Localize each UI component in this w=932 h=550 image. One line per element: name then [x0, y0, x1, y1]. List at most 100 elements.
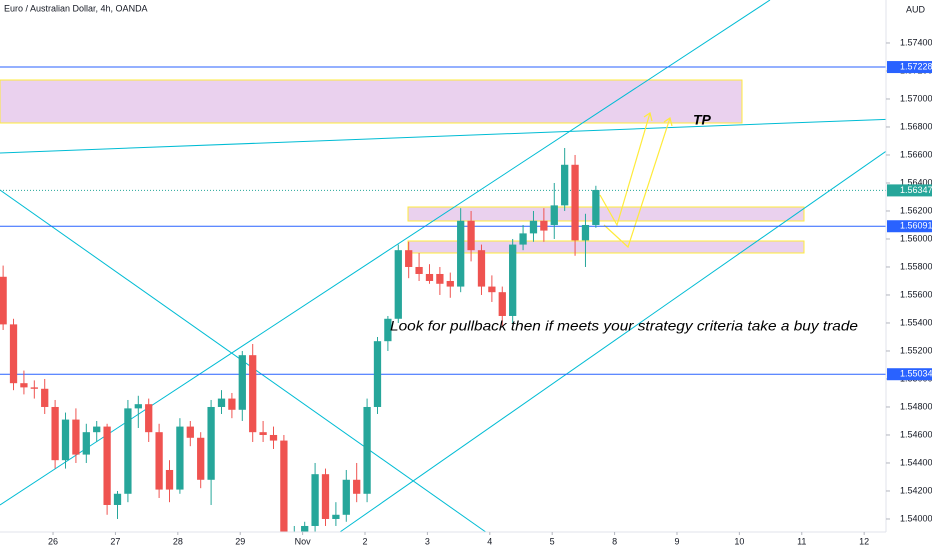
x-tick-label: 5	[550, 536, 555, 546]
candle-body	[373, 341, 382, 407]
candle-body	[176, 426, 184, 490]
candle-body	[207, 406, 215, 480]
candle-body	[477, 250, 486, 287]
price-axis	[886, 0, 932, 550]
candle-body	[509, 244, 517, 316]
y-tick-label: 1.57400	[900, 37, 932, 47]
candle-body	[353, 479, 361, 494]
y-tick-label: 1.55600	[900, 289, 932, 299]
candle-body	[238, 355, 246, 410]
x-tick-label: 9	[674, 536, 679, 546]
annotation: Look for pullback then if meets your str…	[390, 318, 858, 334]
candle-body	[197, 437, 205, 480]
candle-body	[498, 292, 506, 316]
candle-body	[540, 220, 548, 231]
drawings	[0, 0, 896, 536]
x-tick-label: 12	[859, 536, 869, 546]
y-tick-label: 1.55200	[900, 345, 932, 355]
candle-body	[280, 440, 288, 540]
x-tick-label: 8	[612, 536, 617, 546]
candle-body	[436, 273, 444, 284]
annotation: TP	[693, 112, 712, 128]
candle-body	[342, 479, 350, 515]
candle-body	[529, 220, 538, 234]
price-label-box	[887, 220, 932, 233]
x-tick-label: 11	[797, 536, 806, 546]
candle-body	[72, 419, 80, 455]
candle-body	[332, 514, 340, 519]
x-tick-label: 28	[173, 536, 183, 546]
candle-body	[93, 426, 101, 433]
candle-body	[321, 474, 330, 519]
path-arrow	[603, 117, 671, 249]
y-tick-label: 1.54400	[900, 457, 932, 467]
candle-body	[550, 205, 558, 225]
price-label: 1.55034	[900, 369, 932, 379]
trend-line	[0, 118, 896, 154]
y-tick-label: 1.54000	[900, 513, 932, 523]
price-label-box	[887, 368, 932, 381]
currency: AUD	[906, 4, 926, 14]
candle-body	[425, 273, 434, 281]
y-tick-label: 1.54200	[900, 485, 932, 495]
candle-body	[394, 250, 402, 319]
price-label: 1.56091	[900, 221, 932, 231]
y-tick-label: 1.57000	[900, 93, 932, 103]
time-axis	[0, 532, 886, 550]
path-arrow	[599, 112, 651, 227]
arrow-head	[643, 112, 653, 122]
y-tick-label: 1.56000	[900, 233, 932, 243]
axis-labels: 1.54000 1.54200 1.54400 1.54600 1.54800 1.550…	[48, 37, 932, 546]
chart-title: Euro / Australian Dollar, 4h, OANDA	[4, 3, 148, 13]
x-tick-label: Nov	[295, 536, 312, 546]
y-tick-label: 1.56200	[900, 205, 932, 215]
candle-body	[581, 224, 590, 241]
candle-body	[384, 318, 392, 342]
candle-body	[571, 164, 579, 241]
candle-body	[446, 280, 454, 287]
candle-body	[592, 189, 600, 225]
candle-body	[269, 434, 278, 441]
x-tick-label: 2	[362, 536, 367, 546]
candle-body	[155, 432, 163, 490]
price-label: 1.56347	[900, 185, 932, 195]
candle-body	[0, 276, 7, 325]
candle-body	[415, 266, 423, 274]
y-tick-label: 1.56400	[900, 177, 932, 187]
candle-body	[82, 432, 90, 455]
y-tick-label: 1.54800	[900, 401, 932, 411]
y-tick-label: 1.54600	[900, 429, 932, 439]
price-lines	[0, 66, 886, 375]
x-tick-label: 4	[487, 536, 492, 546]
candle-body	[259, 432, 267, 435]
y-tick-label: 1.55800	[900, 261, 932, 271]
candle-body	[301, 525, 309, 533]
y-tick-label: 1.56800	[900, 121, 932, 131]
candle-body	[41, 388, 49, 407]
candle-body	[145, 404, 153, 433]
tp-zone	[0, 79, 743, 124]
candle-body	[467, 220, 475, 251]
candle-body	[405, 250, 413, 267]
candle-body	[519, 233, 527, 245]
candle-body	[51, 406, 59, 461]
candle-body	[249, 355, 257, 433]
support-zone	[407, 240, 805, 254]
candle-body	[61, 419, 70, 461]
arrow-head	[663, 117, 673, 127]
candle-body	[217, 398, 226, 407]
price-label: 1.57228	[900, 61, 932, 71]
candle-body	[457, 220, 465, 287]
x-tick-label: 29	[235, 536, 245, 546]
candle-body	[103, 426, 111, 505]
x-tick-label: 3	[425, 536, 430, 546]
candle-body	[113, 493, 122, 505]
candle-body	[9, 324, 18, 384]
price-label-box	[887, 184, 932, 197]
candle-body	[363, 406, 371, 494]
candle-body	[124, 408, 132, 494]
candle-body	[561, 164, 569, 206]
candle-body	[165, 469, 174, 490]
price-label-box	[887, 61, 932, 74]
